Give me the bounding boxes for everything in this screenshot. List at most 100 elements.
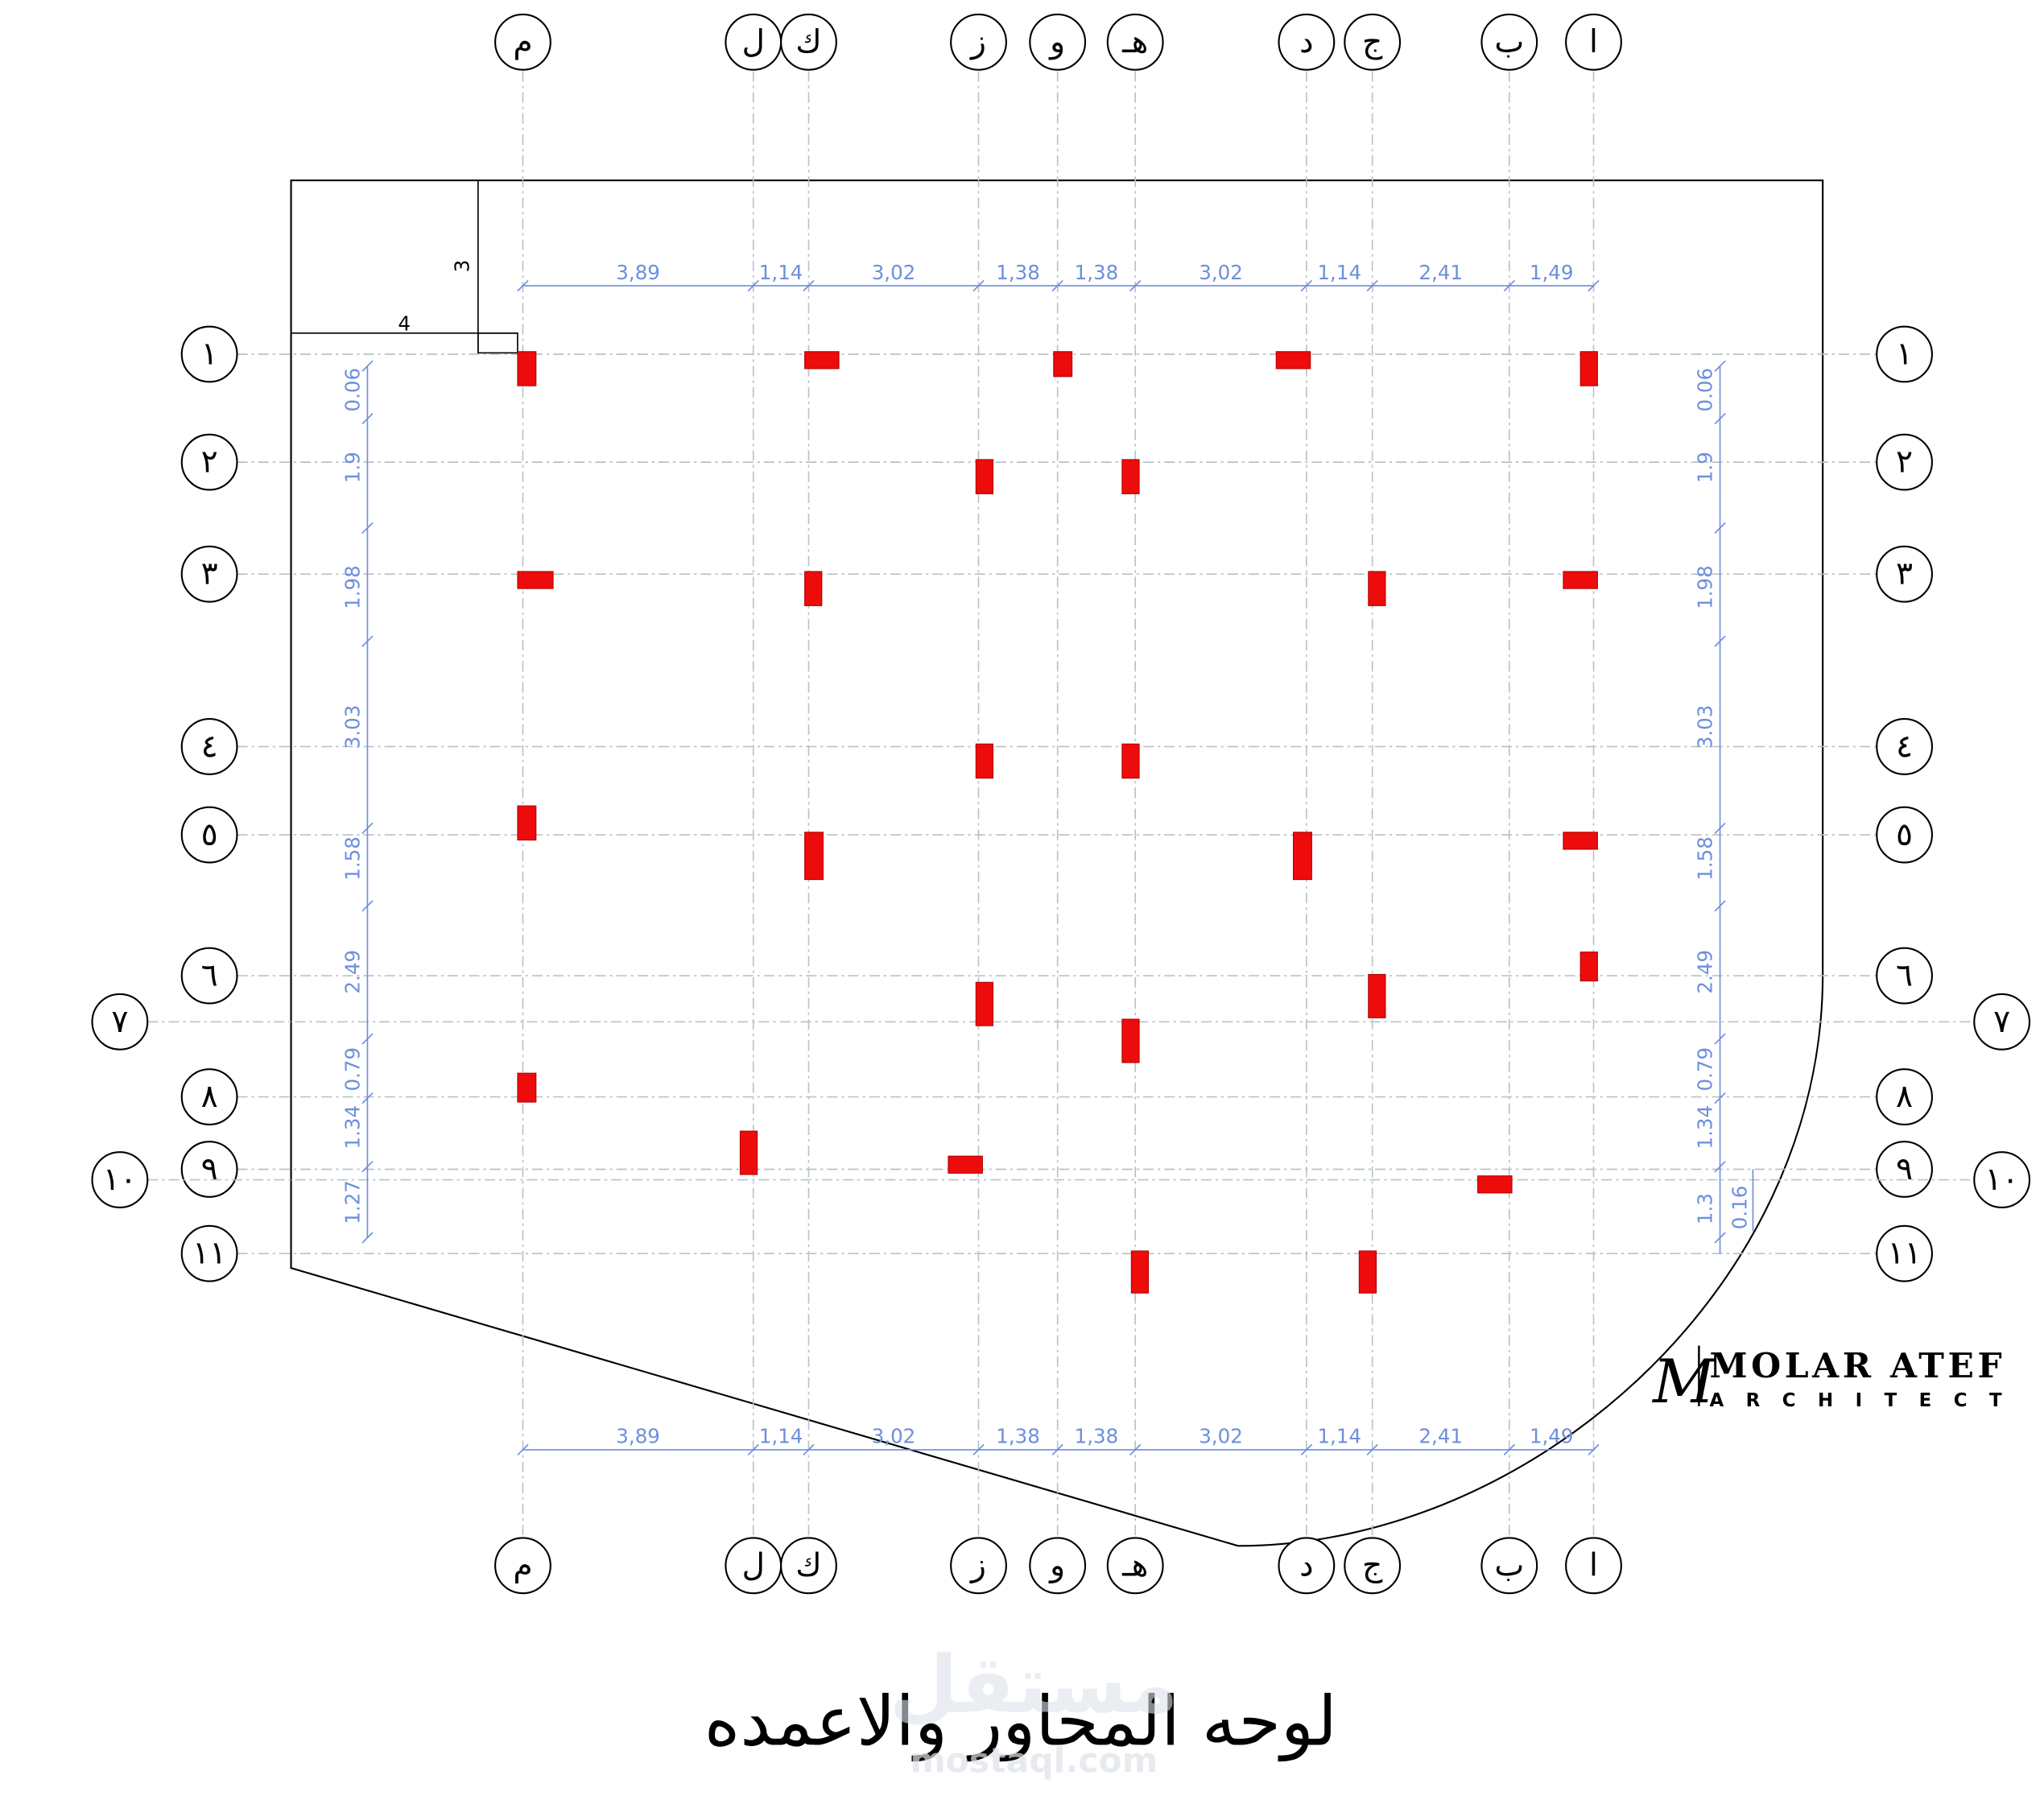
axis-bubble: [1106, 1537, 1164, 1595]
column: [975, 459, 993, 494]
axis-bubble: [180, 545, 238, 603]
dim-tick: [1366, 1443, 1378, 1456]
column: [1368, 973, 1386, 1018]
axis-bubble: [494, 1537, 551, 1595]
axis-label: ٣: [201, 556, 218, 592]
dim-text: 1,14: [759, 1425, 803, 1448]
dim-text: 0.06: [341, 368, 365, 412]
dim-tick: [1051, 1443, 1063, 1456]
axis-label: ١١: [192, 1236, 226, 1272]
axis-bubble: [1565, 1537, 1622, 1595]
column: [739, 1130, 758, 1175]
dim-tick: [1129, 279, 1142, 292]
axis-bubble: [1876, 325, 1934, 383]
dim-tick: [1714, 360, 1726, 372]
dim-text: 2,41: [1418, 1425, 1463, 1448]
dim-tick: [1300, 1443, 1312, 1456]
dim-text: 3,02: [872, 1425, 916, 1448]
dim-tick: [1714, 1161, 1726, 1173]
dim-text: 1,49: [1530, 1425, 1574, 1448]
axis-label: ١٠: [103, 1162, 137, 1198]
axis-bubble: [1480, 13, 1538, 71]
axis-label: ج: [1362, 1547, 1383, 1583]
dim-text: 1.34: [1694, 1105, 1717, 1150]
dim-tick: [1129, 1443, 1142, 1456]
outline-dim: 3: [450, 260, 473, 273]
dim-tick: [1300, 279, 1312, 292]
axis-label: ٧: [1993, 1004, 2010, 1040]
axis-label: ١٠: [1985, 1162, 2019, 1198]
logo-subtitle: ARCHITECT: [1709, 1390, 2002, 1411]
dim-tick: [1714, 822, 1726, 834]
column: [1121, 459, 1140, 494]
axis-label: ١: [1896, 336, 1913, 373]
axis-label: ل: [741, 1547, 765, 1583]
column: [517, 805, 537, 841]
axis-label: و: [1048, 1547, 1065, 1583]
outline-dim: 4: [398, 312, 411, 336]
dim-text: 1,38: [1075, 261, 1119, 284]
axis-bubble: [180, 806, 238, 864]
dim-text: 1.3: [1694, 1193, 1717, 1224]
dim-text: 1,14: [1317, 1425, 1361, 1448]
axis-bubble: [91, 993, 149, 1051]
dim-tick: [361, 1033, 374, 1045]
column: [975, 981, 993, 1026]
axis-label: ٧: [111, 1004, 128, 1040]
axis-bubble: [1344, 13, 1402, 71]
axis-bubble: [1876, 545, 1934, 603]
axis-label: ل: [741, 24, 765, 60]
axis-bubble: [180, 1224, 238, 1282]
axis-bubble: [1876, 1068, 1934, 1125]
dim-tick: [1714, 900, 1726, 912]
dim-tick: [517, 1443, 529, 1456]
dim-text: 1,49: [1530, 261, 1574, 284]
axis-label: د: [1299, 24, 1313, 60]
axis-bubble: [780, 13, 837, 71]
dim-text: 3,02: [1199, 1425, 1243, 1448]
column: [1121, 1018, 1140, 1063]
dim-tick: [1714, 522, 1726, 535]
dim-tick: [972, 279, 985, 292]
dim-text: 1,14: [759, 261, 803, 284]
axis-bubble: [1876, 718, 1934, 775]
dim-text: 0.16: [1728, 1186, 1751, 1230]
axis-bubble: [180, 1141, 238, 1198]
column: [1563, 571, 1598, 589]
axis-bubble: [1278, 13, 1336, 71]
dim-tick: [747, 1443, 759, 1456]
axis-bubble: [180, 1068, 238, 1125]
dim-text: 2,41: [1418, 261, 1463, 284]
column: [1477, 1175, 1513, 1194]
dim-tick: [361, 635, 374, 647]
watermark: مستقل: [890, 1639, 1179, 1731]
axis-bubble: [1876, 1224, 1934, 1282]
dim-tick: [361, 522, 374, 535]
dim-text: 1.58: [1694, 836, 1717, 881]
axis-bubble: [1278, 1537, 1336, 1595]
column: [804, 351, 840, 369]
dim-text: 1,38: [996, 261, 1040, 284]
dim-tick: [361, 1232, 374, 1244]
axis-label: م: [513, 1547, 532, 1583]
axis-bubble: [1106, 13, 1164, 71]
column: [517, 571, 554, 589]
axis-label: ٢: [1896, 444, 1913, 481]
dim-tick: [1588, 1443, 1600, 1456]
column: [517, 1072, 537, 1103]
column: [1368, 571, 1386, 606]
axis-label: ٢: [201, 444, 218, 481]
dim-tick: [361, 1161, 374, 1173]
axis-bubble: [950, 1537, 1007, 1595]
axis-bubble: [1876, 1141, 1934, 1198]
axis-label: ٨: [201, 1079, 218, 1115]
dim-tick: [1503, 1443, 1515, 1456]
logo-mark: M: [1651, 1346, 1716, 1417]
axis-bubble: [1029, 1537, 1087, 1595]
dim-tick: [361, 413, 374, 425]
dim-text: 3,02: [1199, 261, 1243, 284]
dim-text: 1.9: [1694, 452, 1717, 483]
axis-label: ١١: [1888, 1236, 1922, 1272]
